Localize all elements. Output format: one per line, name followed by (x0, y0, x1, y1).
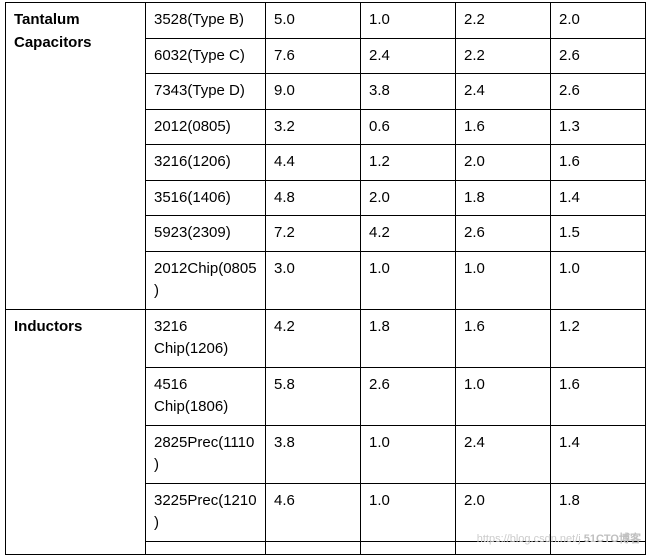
value-cell: 2.6 (551, 74, 646, 110)
value-cell: 1.6 (551, 145, 646, 181)
value-cell: 3.8 (361, 74, 456, 110)
type-cell: 2012Chip(0805) (146, 251, 266, 309)
value-cell: 1.8 (551, 483, 646, 541)
value-cell: 1.0 (551, 251, 646, 309)
value-cell: 5.8 (266, 367, 361, 425)
value-cell: 1.6 (456, 309, 551, 367)
value-cell: 4.6 (266, 483, 361, 541)
value-cell: 3.2 (266, 109, 361, 145)
value-cell: 1.4 (551, 180, 646, 216)
value-cell: 1.0 (361, 3, 456, 39)
value-cell: 2.2 (456, 3, 551, 39)
value-cell: 1.2 (551, 309, 646, 367)
value-cell: 4.8 (266, 180, 361, 216)
type-cell: 2012(0805) (146, 109, 266, 145)
value-cell: 7.6 (266, 38, 361, 74)
value-cell: 2.4 (456, 425, 551, 483)
value-cell: 1.0 (361, 425, 456, 483)
value-cell: 2.4 (456, 74, 551, 110)
value-cell: 2.4 (361, 38, 456, 74)
value-cell: 4.4 (266, 145, 361, 181)
value-cell: 4.2 (266, 309, 361, 367)
category-cell: Tantalum Capacitors (6, 3, 146, 310)
value-cell: 1.2 (361, 145, 456, 181)
value-cell: 1.0 (456, 367, 551, 425)
value-cell: 1.0 (361, 251, 456, 309)
value-cell: 3.8 (266, 425, 361, 483)
value-cell: 1.6 (551, 367, 646, 425)
value-cell: 9.0 (266, 74, 361, 110)
type-cell: 3516(1406) (146, 180, 266, 216)
type-cell: 4516 Chip(1806) (146, 367, 266, 425)
value-cell: 5.0 (266, 3, 361, 39)
type-cell: 2825Prec(1110) (146, 425, 266, 483)
value-cell: 2.0 (456, 145, 551, 181)
value-cell: 1.0 (456, 251, 551, 309)
value-cell: 2.0 (551, 3, 646, 39)
value-cell: 1.8 (456, 180, 551, 216)
table-row: Tantalum Capacitors3528(Type B)5.01.02.2… (6, 3, 646, 39)
value-cell: 4.2 (361, 216, 456, 252)
type-cell: 3528(Type B) (146, 3, 266, 39)
value-cell: 1.3 (551, 109, 646, 145)
type-cell: 3216 Chip(1206) (146, 309, 266, 367)
type-cell: 3216(1206) (146, 145, 266, 181)
value-cell: 1.8 (361, 309, 456, 367)
table-row: Inductors3216 Chip(1206)4.21.81.61.2 (6, 309, 646, 367)
type-cell: 7343(Type D) (146, 74, 266, 110)
value-cell: 1.5 (551, 216, 646, 252)
type-cell: 3225Prec(1210) (146, 483, 266, 541)
type-cell: 5923(2309) (146, 216, 266, 252)
value-cell: 3.0 (266, 251, 361, 309)
value-cell: 2.6 (361, 367, 456, 425)
specs-table: Tantalum Capacitors3528(Type B)5.01.02.2… (5, 2, 646, 555)
value-cell: 1.6 (456, 109, 551, 145)
value-cell: 2.2 (456, 38, 551, 74)
value-cell: 2.6 (551, 38, 646, 74)
value-cell: 1.4 (551, 425, 646, 483)
value-cell: 2.0 (361, 180, 456, 216)
category-cell: Inductors (6, 309, 146, 554)
value-cell: 0.6 (361, 109, 456, 145)
value-cell: 7.2 (266, 216, 361, 252)
type-cell: 6032(Type C) (146, 38, 266, 74)
value-cell: 2.0 (456, 483, 551, 541)
value-cell: 1.0 (361, 483, 456, 541)
value-cell: 2.6 (456, 216, 551, 252)
